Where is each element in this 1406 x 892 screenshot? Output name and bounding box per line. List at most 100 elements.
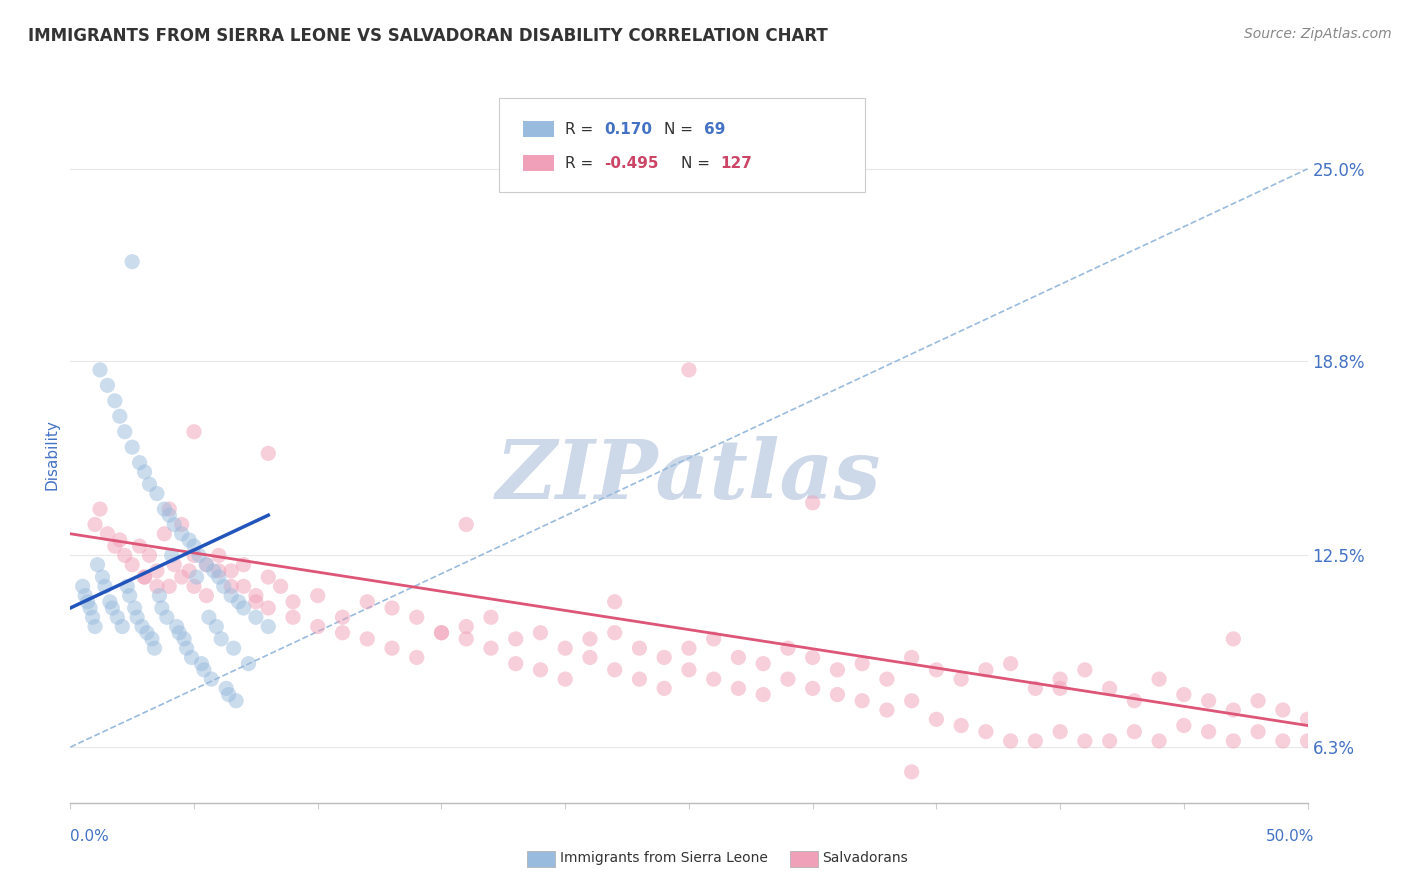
Point (170, 570, 193, 584)
Point (1049, 681, 1071, 696)
Point (160, 549, 183, 563)
Text: 0.170: 0.170 (605, 122, 652, 136)
Point (1074, 734, 1097, 748)
Point (752, 657, 775, 671)
Text: R =: R = (565, 156, 599, 170)
Point (974, 663, 997, 677)
Point (703, 672, 725, 686)
Text: N =: N = (681, 156, 714, 170)
Point (1222, 703, 1244, 717)
Point (1123, 694, 1146, 708)
Point (876, 672, 898, 686)
Point (1173, 718, 1195, 732)
Point (134, 570, 156, 584)
Text: 0.0%: 0.0% (70, 830, 110, 844)
Point (456, 517, 478, 532)
Point (186, 570, 208, 584)
Point (76, 595, 98, 609)
Point (1123, 724, 1146, 739)
Point (1147, 734, 1170, 748)
Point (1000, 657, 1022, 671)
Point (183, 539, 205, 553)
Point (430, 625, 453, 640)
Point (218, 688, 240, 702)
Point (405, 650, 427, 665)
Point (727, 650, 749, 665)
Point (1198, 694, 1220, 708)
Point (232, 601, 254, 615)
Point (118, 589, 141, 603)
Point (703, 632, 725, 646)
Point (603, 663, 626, 677)
Y-axis label: Disability: Disability (44, 419, 59, 491)
Point (876, 703, 898, 717)
Point (104, 539, 127, 553)
Point (1198, 724, 1220, 739)
Text: Salvadorans: Salvadorans (823, 851, 908, 865)
Point (208, 549, 231, 563)
Point (225, 694, 247, 708)
Point (177, 533, 200, 547)
Point (232, 558, 254, 572)
Point (180, 650, 202, 665)
Point (1222, 632, 1244, 646)
Point (603, 625, 626, 640)
Point (505, 632, 527, 646)
Point (183, 425, 205, 439)
Point (219, 589, 242, 603)
Point (827, 688, 849, 702)
Point (1024, 734, 1046, 748)
Point (678, 641, 700, 656)
Point (1173, 688, 1195, 702)
Point (222, 641, 245, 656)
Point (75, 589, 97, 603)
Point (183, 579, 205, 593)
Text: 50.0%: 50.0% (1267, 830, 1315, 844)
Point (776, 641, 799, 656)
Point (156, 610, 179, 624)
Point (96, 378, 118, 392)
Point (86, 558, 108, 572)
Point (173, 632, 195, 646)
Point (198, 610, 221, 624)
Point (121, 558, 143, 572)
Point (900, 764, 922, 779)
Point (115, 579, 138, 593)
Point (138, 477, 160, 491)
Point (215, 681, 238, 696)
Point (257, 570, 280, 584)
Point (219, 564, 242, 578)
Point (332, 610, 354, 624)
Point (232, 579, 254, 593)
Point (405, 610, 427, 624)
Point (1098, 681, 1121, 696)
Point (170, 517, 193, 532)
Point (82, 610, 104, 624)
Point (1000, 734, 1022, 748)
Text: Immigrants from Sierra Leone: Immigrants from Sierra Leone (560, 851, 768, 865)
Point (141, 632, 163, 646)
Point (89, 363, 111, 377)
Point (900, 650, 922, 665)
Point (579, 632, 602, 646)
Point (554, 672, 576, 686)
Point (245, 589, 267, 603)
Point (281, 595, 304, 609)
Point (84, 517, 107, 532)
Point (307, 619, 329, 633)
Point (157, 508, 180, 523)
Point (554, 641, 576, 656)
Point (146, 564, 169, 578)
Text: -0.495: -0.495 (605, 156, 659, 170)
Point (111, 619, 134, 633)
Point (851, 694, 873, 708)
Point (505, 657, 527, 671)
Point (430, 625, 453, 640)
Point (114, 549, 136, 563)
Point (124, 601, 146, 615)
Point (153, 526, 176, 541)
Point (1296, 734, 1319, 748)
Point (188, 549, 211, 563)
Point (1271, 734, 1294, 748)
Point (104, 393, 127, 408)
